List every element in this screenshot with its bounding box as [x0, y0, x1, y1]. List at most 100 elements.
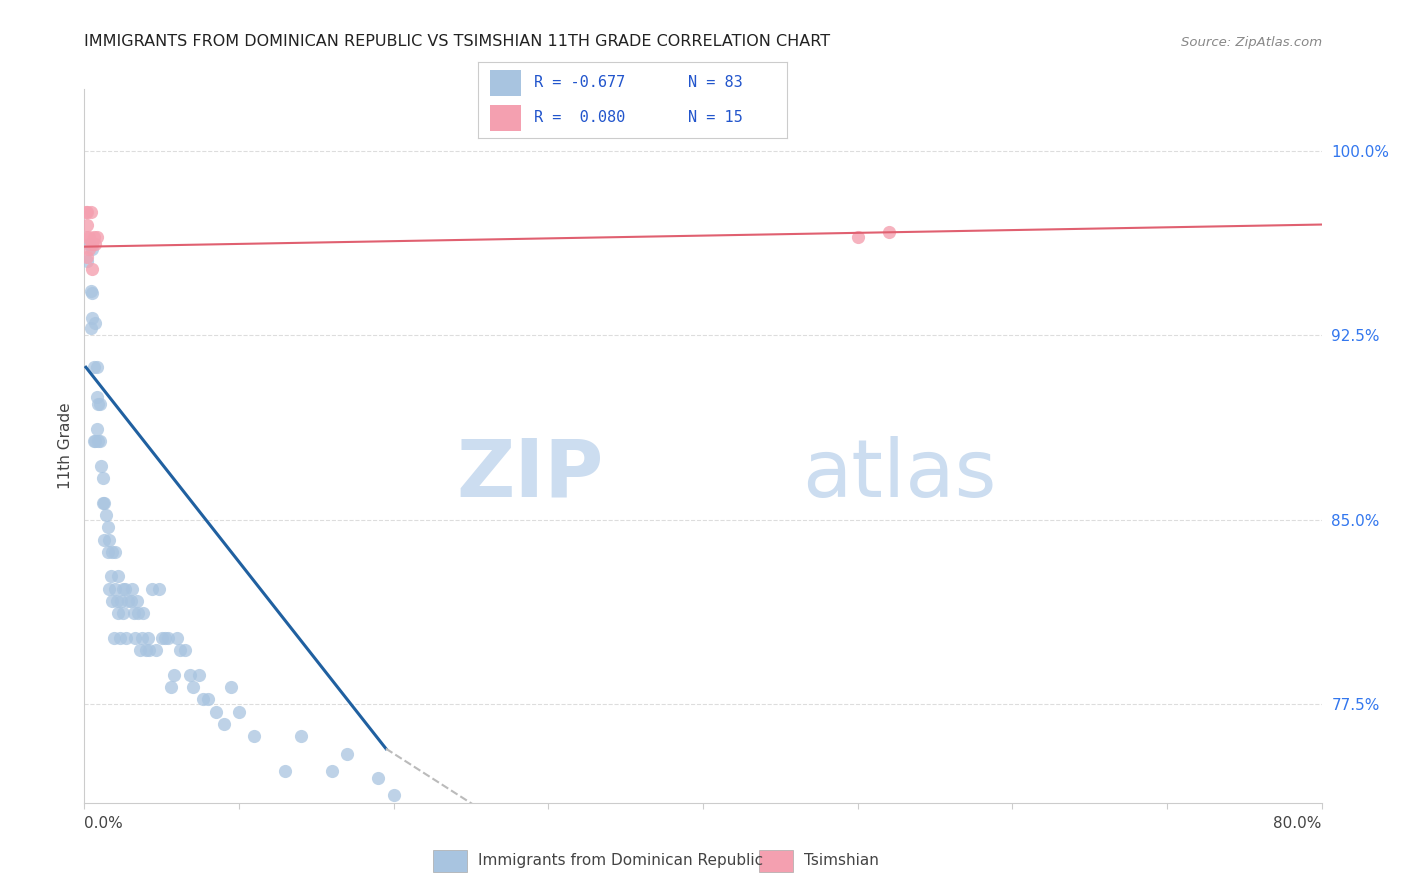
Point [243, 730, 266, 744]
FancyBboxPatch shape [491, 70, 522, 95]
Point [94, 508, 117, 522]
Text: Source: ZipAtlas.com: Source: ZipAtlas.com [1181, 36, 1322, 49]
Point [131, 631, 153, 645]
Point [120, 594, 142, 608]
Point [86, 390, 108, 404]
Point [290, 730, 312, 744]
Point [82, 237, 104, 252]
Text: N = 15: N = 15 [689, 111, 744, 125]
Point [135, 643, 157, 657]
Point [86, 422, 108, 436]
Point [128, 607, 150, 621]
Point [82, 242, 104, 256]
Text: Immigrants from Dominican Republic: Immigrants from Dominican Republic [478, 854, 763, 868]
Text: N = 83: N = 83 [689, 76, 744, 90]
Point [98, 582, 121, 596]
Text: atlas: atlas [801, 435, 997, 514]
Point [117, 594, 139, 608]
Point [89, 434, 111, 448]
Point [174, 643, 197, 657]
Point [321, 764, 343, 778]
Point [84, 237, 107, 252]
Point [75, 205, 97, 219]
Point [145, 643, 167, 657]
Point [77, 237, 100, 252]
Point [76, 254, 98, 268]
Point [86, 230, 108, 244]
Point [77, 230, 100, 244]
Point [153, 631, 176, 645]
Point [100, 569, 122, 583]
Point [104, 545, 127, 559]
FancyBboxPatch shape [491, 105, 522, 130]
Point [97, 520, 120, 534]
Point [382, 789, 405, 803]
Point [114, 582, 136, 596]
Point [79, 205, 101, 219]
Point [82, 286, 104, 301]
Point [212, 717, 235, 731]
Point [77, 242, 100, 256]
Point [197, 692, 219, 706]
Point [107, 569, 129, 583]
Point [84, 434, 107, 448]
Point [124, 631, 146, 645]
Y-axis label: 11th Grade: 11th Grade [58, 402, 73, 490]
Point [84, 316, 107, 330]
Point [83, 434, 105, 448]
Point [79, 321, 101, 335]
Point [166, 631, 188, 645]
Point [877, 225, 900, 239]
Point [169, 643, 191, 657]
Point [129, 643, 152, 657]
Point [76, 218, 98, 232]
Point [110, 594, 132, 608]
Point [163, 668, 186, 682]
Point [160, 680, 183, 694]
Point [76, 205, 98, 219]
Point [98, 533, 121, 547]
Text: Tsimshian: Tsimshian [804, 854, 879, 868]
Point [104, 582, 127, 596]
Point [148, 582, 170, 596]
Point [193, 692, 215, 706]
Point [108, 631, 131, 645]
Point [107, 607, 129, 621]
Point [105, 594, 128, 608]
Point [101, 594, 124, 608]
Point [846, 230, 869, 244]
Point [136, 631, 159, 645]
Point [138, 643, 160, 657]
Point [103, 631, 125, 645]
Point [82, 311, 104, 326]
Point [87, 397, 110, 411]
Point [87, 434, 110, 448]
Point [205, 705, 228, 719]
Point [221, 680, 243, 694]
Point [141, 582, 163, 596]
Point [75, 230, 97, 244]
Point [121, 582, 143, 596]
Point [79, 284, 101, 298]
Text: R = -0.677: R = -0.677 [534, 76, 626, 90]
Text: ZIP: ZIP [457, 435, 605, 514]
Point [83, 360, 105, 375]
Point [112, 607, 135, 621]
Point [336, 747, 359, 761]
Text: 80.0%: 80.0% [1274, 816, 1322, 831]
Point [115, 631, 138, 645]
Point [179, 668, 201, 682]
Point [274, 764, 297, 778]
Point [83, 230, 105, 244]
Text: 0.0%: 0.0% [84, 816, 124, 831]
Point [125, 594, 148, 608]
Point [156, 631, 179, 645]
Point [112, 582, 135, 596]
Point [367, 771, 389, 785]
Point [82, 261, 104, 276]
Point [90, 458, 112, 473]
Point [228, 705, 250, 719]
Point [91, 471, 114, 485]
Point [91, 495, 114, 509]
Point [150, 631, 173, 645]
